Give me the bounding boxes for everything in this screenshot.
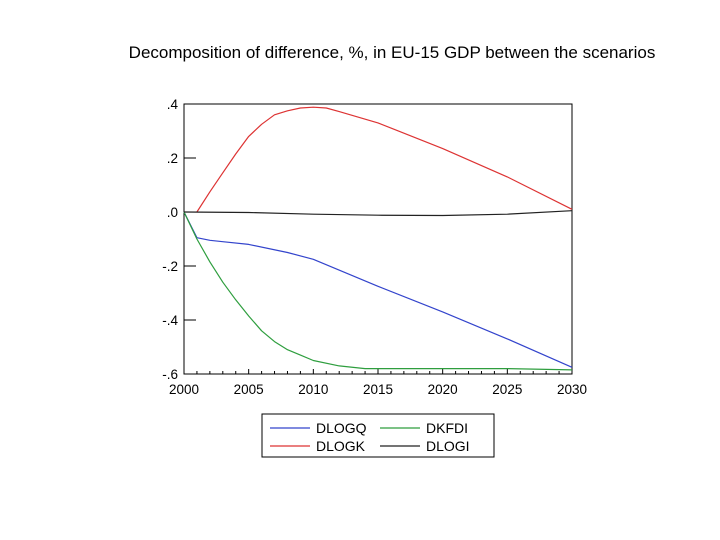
legend-label-dlogk: DLOGK <box>316 438 366 454</box>
x-tick-label: 2015 <box>363 382 393 397</box>
series-line-dlogq <box>183 211 573 368</box>
x-tick-label: 2005 <box>234 382 264 397</box>
series-layer <box>183 106 573 371</box>
series-line-dlogk <box>196 106 573 213</box>
legend-label-dkfdi: DKFDI <box>426 420 468 436</box>
y-tick-label: .4 <box>167 97 179 112</box>
chart-title: Decomposition of difference, %, in EU-15… <box>128 43 656 62</box>
series-line-dkfdi <box>183 211 573 371</box>
y-tick-label: -.6 <box>162 367 178 382</box>
y-axis: .4 .2 .0 -.2 -.4 -.6 <box>162 97 196 382</box>
y-tick-label: .0 <box>167 205 178 220</box>
legend-label-dlogi: DLOGI <box>426 438 470 454</box>
legend-box <box>261 413 495 458</box>
legend-label-dlogq: DLOGQ <box>316 420 367 436</box>
x-axis: 2000 2005 2010 2015 2020 2025 2030 <box>169 369 587 397</box>
x-tick-label: 2020 <box>428 382 458 397</box>
series-line-dlogi <box>183 210 573 217</box>
x-tick-label: 2030 <box>557 382 587 397</box>
y-tick-label: -.2 <box>162 259 178 274</box>
y-tick-label: .2 <box>167 151 178 166</box>
y-tick-label: -.4 <box>162 313 178 328</box>
legend: DLOGQ DKFDI DLOGK DLOGI <box>261 413 495 458</box>
x-tick-label: 2025 <box>492 382 522 397</box>
x-tick-label: 2010 <box>298 382 328 397</box>
x-tick-label: 2000 <box>169 382 199 397</box>
